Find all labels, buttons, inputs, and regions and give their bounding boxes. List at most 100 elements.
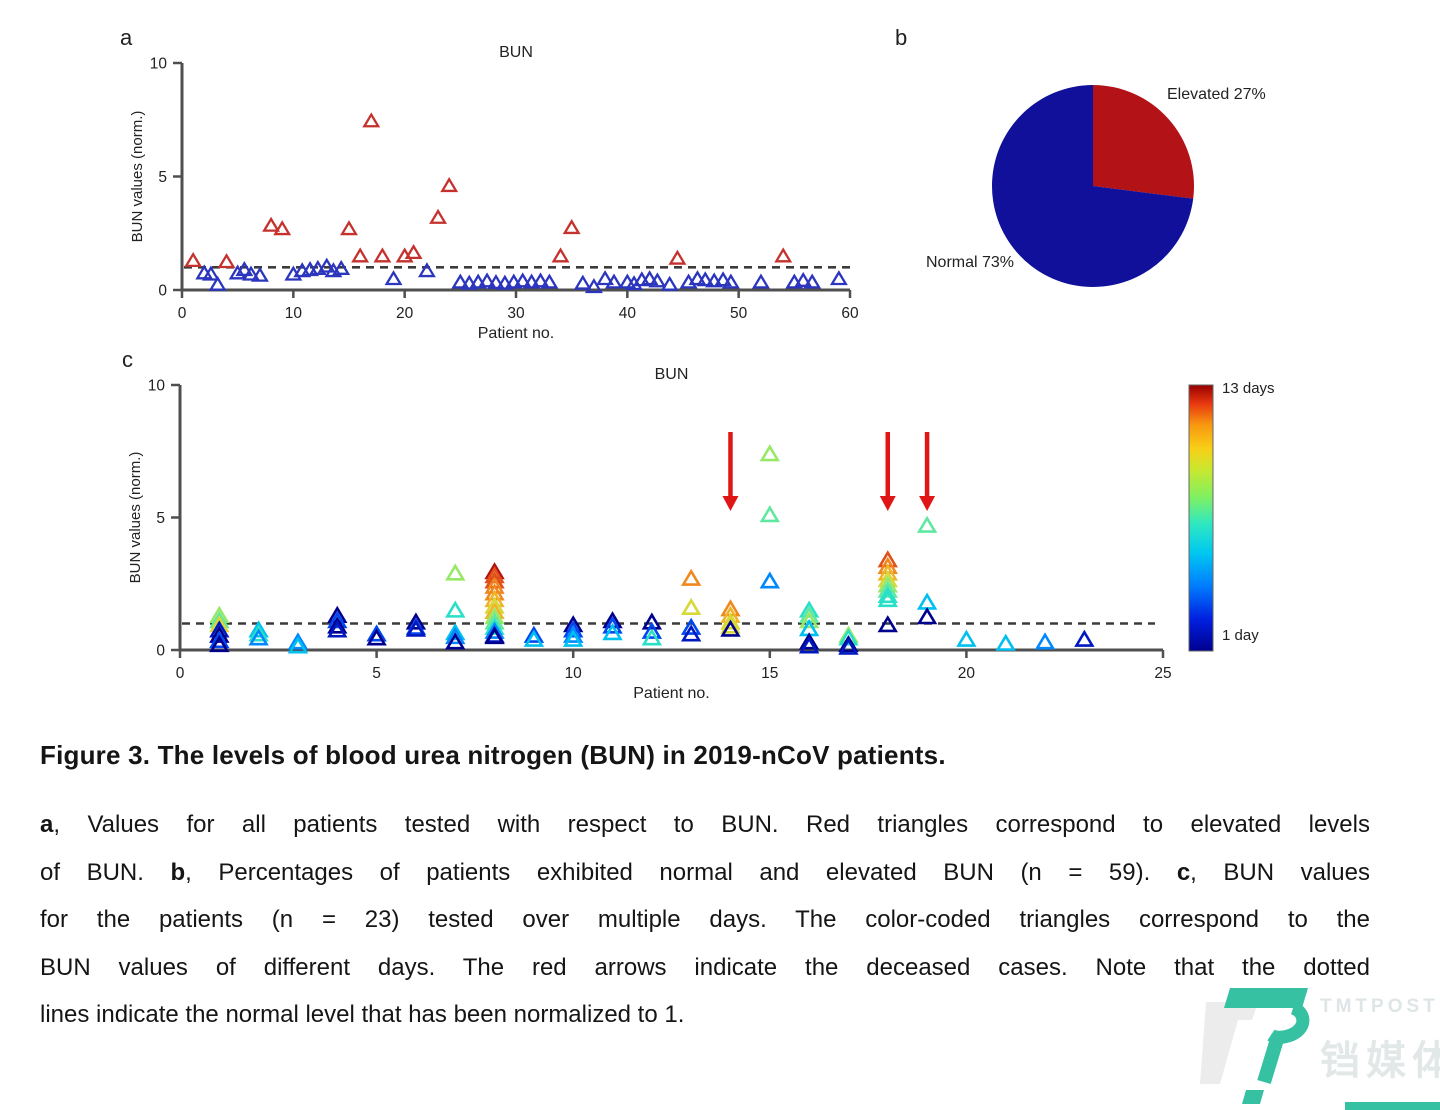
- caption-panel-ref: a: [40, 811, 54, 838]
- data-point-triangle: [641, 628, 663, 646]
- data-point-triangle: [228, 264, 247, 280]
- data-point-triangle: [648, 272, 667, 288]
- panel-b-pie: b Elevated 27% Normal 73%: [895, 25, 1266, 287]
- data-point-triangle: [916, 515, 938, 533]
- caption-line-2: of BUN. b, Percentages of patients exhib…: [40, 849, 1370, 897]
- data-point-triangle: [640, 270, 659, 286]
- data-point-triangle: [602, 616, 623, 634]
- data-point-triangle: [680, 617, 702, 635]
- data-point-triangle: [641, 612, 663, 630]
- data-point-triangle: [956, 629, 977, 647]
- caption-text: of BUN.: [40, 858, 171, 886]
- y-axis-label: BUN values (norm.): [127, 452, 144, 584]
- data-point-triangle: [317, 257, 336, 273]
- y-axis-tick-label: 10: [148, 378, 166, 395]
- data-point-triangle: [484, 601, 505, 619]
- data-point-triangle: [562, 620, 584, 638]
- data-point-triangle: [688, 270, 707, 286]
- data-point-triangle: [405, 619, 427, 637]
- data-point-triangle: [327, 611, 348, 629]
- pie-slice-normal: [992, 85, 1194, 287]
- data-point-triangle: [877, 570, 898, 588]
- x-axis-tick-label: 10: [285, 305, 303, 322]
- data-point-triangle: [484, 627, 505, 645]
- caption-panel-ref: c: [1176, 858, 1191, 886]
- pie-label-elevated: Elevated 27%: [1167, 86, 1266, 103]
- data-point-triangle: [484, 596, 505, 614]
- caption-line-4: BUN values of different days. The red ar…: [40, 944, 1370, 992]
- caption-text: for the patients (n = 23) tested over mu…: [40, 906, 1370, 933]
- caption-line-3: for the patients (n = 23) tested over mu…: [40, 896, 1370, 944]
- data-point-triangle: [720, 619, 741, 637]
- pie-label-normal: Normal 73%: [926, 254, 1014, 271]
- data-point-triangle: [287, 632, 309, 650]
- x-axis-tick-label: 20: [958, 665, 976, 682]
- colorbar-top-label: 13 days: [1222, 380, 1275, 397]
- data-point-triangle: [562, 219, 581, 235]
- data-point-triangle: [351, 247, 370, 263]
- y-axis-tick-label: 0: [156, 643, 165, 660]
- axis-spines: [180, 63, 850, 292]
- data-point-triangle: [803, 273, 822, 289]
- x-axis-label: Patient no.: [633, 685, 710, 702]
- data-point-triangle: [209, 625, 230, 643]
- data-point-triangle: [250, 266, 269, 282]
- data-point-triangle: [838, 634, 859, 653]
- data-point-triangle: [262, 216, 281, 232]
- data-point-triangle: [209, 634, 230, 653]
- data-point-triangle: [596, 270, 615, 286]
- data-point-triangle: [751, 273, 770, 289]
- y-axis-tick-label: 0: [158, 283, 167, 300]
- watermark-graphic: TMTPOST 铛媒体: [1200, 988, 1440, 1104]
- data-point-triangle: [1074, 629, 1095, 647]
- data-point-triangle: [484, 617, 505, 635]
- data-point-triangle: [584, 278, 603, 294]
- figure-caption-title: Figure 3. The levels of blood urea nitro…: [40, 740, 946, 770]
- data-point-triangle: [417, 262, 436, 278]
- data-point-triangle: [478, 272, 497, 288]
- data-point-triangle: [340, 220, 358, 236]
- data-point-triangle: [273, 220, 292, 236]
- data-point-triangle: [602, 623, 623, 641]
- x-axis-tick-label: 50: [730, 305, 748, 322]
- data-point-triangle: [562, 625, 584, 643]
- pie-slice-elevated: [1093, 85, 1195, 199]
- data-point-triangle: [720, 616, 741, 634]
- tmtpost-logo-icon: [1267, 1001, 1310, 1044]
- watermark-brand-text: TMTPOST: [1320, 996, 1439, 1017]
- panel-label: b: [895, 25, 907, 50]
- data-point-triangle: [573, 274, 592, 290]
- data-point-triangle: [440, 177, 459, 193]
- watermark: TMTPOST 铛媒体: [1200, 972, 1440, 1110]
- data-point-triangle: [794, 271, 813, 287]
- data-point-triangle: [201, 265, 220, 281]
- data-point-triangle: [759, 505, 781, 523]
- data-point-triangle: [404, 243, 423, 260]
- data-point-triangle: [523, 625, 545, 643]
- data-point-triangle: [445, 632, 466, 650]
- caption-text: BUN values of different days. The red ar…: [40, 953, 1370, 981]
- data-point-triangle: [327, 616, 348, 634]
- data-point-triangle: [774, 247, 793, 263]
- data-point-triangle: [759, 571, 781, 589]
- data-point-triangle: [217, 253, 236, 269]
- data-point-triangle: [916, 592, 938, 610]
- data-point-triangle: [714, 271, 733, 287]
- data-point-triangle: [877, 589, 898, 608]
- y-axis-tick-label: 5: [156, 510, 165, 527]
- caption-text: , BUN values: [1190, 858, 1370, 886]
- y-axis-tick-label: 5: [158, 169, 167, 186]
- data-point-triangle: [562, 629, 584, 647]
- panel-a-plot: a 0 10 20 30 40 50 60 0 5 10 BUN Patient no. BUN valu…: [120, 25, 859, 342]
- data-point-triangle: [445, 623, 466, 641]
- watermark-corner-strip: [1345, 1102, 1440, 1110]
- data-point-triangle: [248, 624, 269, 642]
- data-point-triangle: [680, 597, 702, 616]
- axis-spines: [178, 385, 1163, 652]
- x-axis-tick-label: 40: [619, 305, 637, 322]
- caption-text: lines indicate the normal level that has…: [40, 1001, 685, 1028]
- data-point-triangle: [487, 273, 505, 290]
- data-point-triangle: [429, 208, 448, 224]
- day-colorbar: [1188, 384, 1214, 652]
- data-point-triangle: [484, 566, 505, 584]
